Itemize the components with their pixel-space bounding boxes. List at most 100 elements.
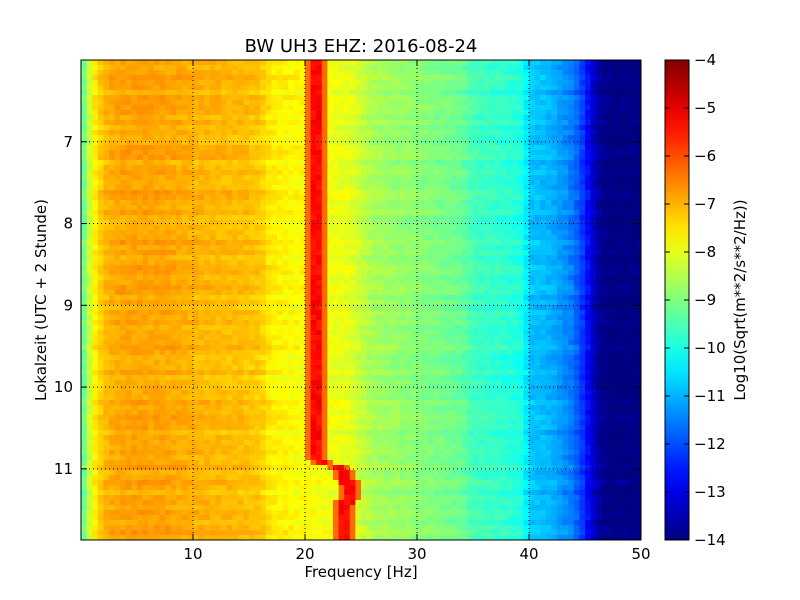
heatmap-cell (377, 210, 384, 216)
heatmap-cell (198, 170, 205, 176)
heatmap-cell (573, 85, 580, 91)
heatmap-cell (512, 205, 519, 211)
heatmap-cell (137, 275, 144, 281)
heatmap-cell (607, 130, 614, 136)
heatmap-cell (529, 100, 536, 106)
heatmap-cell (305, 205, 312, 211)
heatmap-cell (573, 200, 580, 206)
heatmap-cell (607, 265, 614, 271)
heatmap-cell (277, 205, 284, 211)
heatmap-cell (478, 145, 485, 151)
heatmap-cell (601, 305, 608, 311)
heatmap-cell (226, 135, 233, 141)
heatmap-cell (405, 220, 412, 226)
heatmap-cell (568, 105, 575, 111)
heatmap-cell (461, 190, 468, 196)
heatmap-cell (417, 85, 424, 91)
heatmap-cell (305, 160, 312, 166)
heatmap-cell (394, 115, 401, 121)
heatmap-cell (125, 70, 132, 76)
heatmap-cell (635, 230, 641, 236)
heatmap-cell (165, 295, 172, 301)
heatmap-cell (131, 125, 138, 131)
heatmap-cell (534, 155, 541, 161)
heatmap-cell (557, 305, 564, 311)
heatmap-cell (596, 115, 603, 121)
heatmap-cell (165, 125, 172, 131)
heatmap-cell (170, 210, 177, 216)
heatmap-cell (221, 285, 228, 291)
heatmap-cell (159, 215, 166, 221)
heatmap-cell (366, 230, 373, 236)
heatmap-cell (613, 210, 620, 216)
heatmap-cell (187, 125, 194, 131)
heatmap-cell (114, 105, 121, 111)
heatmap-cell (405, 230, 412, 236)
heatmap-cell (422, 270, 429, 276)
heatmap-cell (590, 295, 597, 301)
heatmap-cell (568, 85, 575, 91)
heatmap-cell (237, 245, 244, 251)
heatmap-cell (277, 230, 284, 236)
heatmap-cell (596, 150, 603, 156)
heatmap-cell (461, 290, 468, 296)
heatmap-cell (176, 85, 183, 91)
heatmap-cell (523, 195, 530, 201)
heatmap-cell (181, 285, 188, 291)
heatmap-cell (254, 100, 261, 106)
heatmap-cell (215, 135, 222, 141)
heatmap-cell (355, 200, 362, 206)
heatmap-cell (86, 180, 93, 186)
heatmap-cell (349, 160, 356, 166)
heatmap-cell (338, 300, 345, 306)
heatmap-cell (81, 300, 88, 306)
heatmap-cell (585, 285, 592, 291)
heatmap-cell (299, 295, 306, 301)
heatmap-cell (607, 155, 614, 161)
heatmap-cell (260, 280, 267, 286)
heatmap-cell (232, 150, 239, 156)
heatmap-cell (579, 160, 586, 166)
heatmap-cell (193, 240, 200, 246)
heatmap-cell (148, 145, 155, 151)
heatmap-cell (109, 240, 116, 246)
heatmap-cell (265, 305, 272, 311)
heatmap-cell (372, 275, 379, 281)
heatmap-cell (181, 160, 188, 166)
heatmap-cell (489, 160, 496, 166)
heatmap-cell (400, 270, 407, 276)
heatmap-cell (299, 145, 306, 151)
heatmap-cell (120, 105, 127, 111)
heatmap-cell (165, 110, 172, 116)
heatmap-cell (512, 155, 519, 161)
heatmap-cell (456, 90, 463, 96)
heatmap-cell (590, 140, 597, 146)
heatmap-cell (181, 175, 188, 181)
heatmap-cell (389, 85, 396, 91)
heatmap-cell (97, 95, 104, 101)
heatmap-cell (551, 245, 558, 251)
heatmap-cell (585, 205, 592, 211)
heatmap-cell (601, 235, 608, 241)
heatmap-cell (321, 235, 328, 241)
heatmap-cell (629, 280, 636, 286)
heatmap-cell (629, 90, 636, 96)
heatmap-cell (92, 140, 99, 146)
heatmap-cell (321, 190, 328, 196)
heatmap-cell (607, 135, 614, 141)
heatmap-cell (221, 85, 228, 91)
heatmap-cell (585, 280, 592, 286)
heatmap-cell (400, 125, 407, 131)
heatmap-cell (517, 115, 524, 121)
heatmap-cell (316, 130, 323, 136)
heatmap-cell (333, 250, 340, 256)
heatmap-cell (629, 250, 636, 256)
heatmap-cell (585, 65, 592, 71)
heatmap-cell (355, 205, 362, 211)
heatmap-cell (265, 80, 272, 86)
heatmap-cell (590, 195, 597, 201)
heatmap-cell (282, 285, 289, 291)
heatmap-cell (450, 295, 457, 301)
heatmap-cell (293, 180, 300, 186)
heatmap-cell (372, 265, 379, 271)
